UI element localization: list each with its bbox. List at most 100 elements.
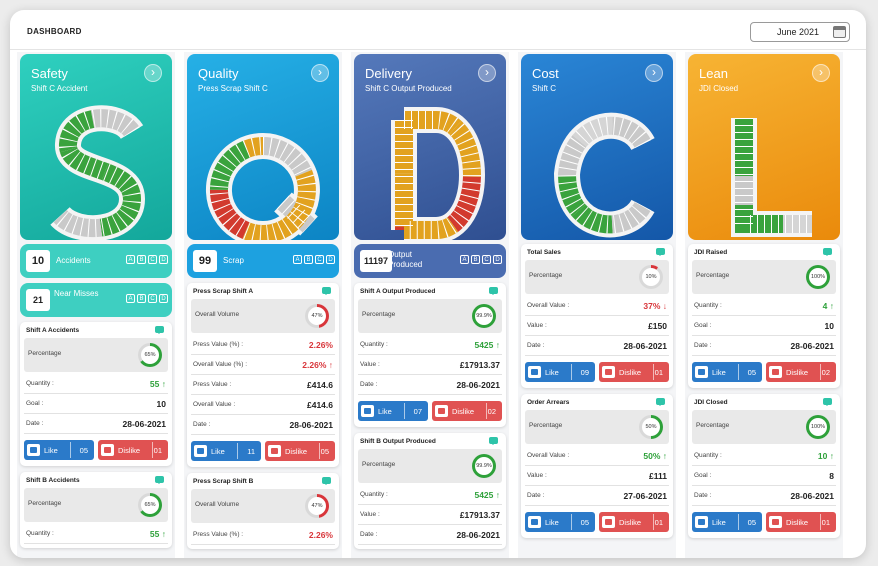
divider [486,403,487,419]
percentage-band: Overall Volume 47% [191,489,335,523]
delivery-open-arrow-icon[interactable]: › [478,64,496,82]
lean-hero-card[interactable]: Lean JDI Closed › [688,54,840,240]
shift-filter-d[interactable]: D [159,255,168,264]
comment-icon[interactable] [656,248,665,256]
kpi-value: 99 [193,250,217,272]
lean-open-arrow-icon[interactable]: › [812,64,830,82]
delivery-hero-card[interactable]: Delivery Shift C Output Produced › [354,54,506,240]
page-title: DASHBOARD [27,27,82,36]
metric-card: Shift A Accidents Percentage 65% Quantity :… [20,322,172,466]
month-picker[interactable]: June 2021 [750,22,850,42]
data-row: Date : 28-06-2021 [525,336,669,356]
dislike-button[interactable]: Dislike 05 [265,441,335,461]
row-label: Press Value (%) : [193,531,244,538]
like-count: 09 [580,368,589,377]
comment-icon[interactable] [823,248,832,256]
shift-filter-c[interactable]: C [148,255,157,264]
row-value: 2.26% [308,340,333,350]
column-quality: Quality Press Scrap Shift C › 99 Scrap A B C D Pr… [184,52,342,558]
comment-icon[interactable] [155,476,164,484]
like-button[interactable]: Like 05 [692,512,762,532]
data-row: Quantity : 10 ↑ [692,446,836,466]
cost-hero-card[interactable]: Cost Shift C › [521,54,673,240]
kpi-label: Near Misses [54,289,99,298]
row-label: Quantity : [694,302,722,309]
lean-title: Lean [699,66,728,81]
shift-filter-c[interactable]: C [315,255,324,264]
like-button[interactable]: Like 05 [525,512,595,532]
metric-card: Shift B Accidents Percentage 65% Quantity :… [20,472,172,548]
like-label: Like [545,368,559,377]
dislike-button[interactable]: Dislike 01 [766,512,836,532]
metric-card: Shift A Output Produced Percentage 99.9% Qu… [354,283,506,427]
metric-card: Shift B Output Produced Percentage 99.9% Qu… [354,433,506,549]
like-button[interactable]: Like 09 [525,362,595,382]
dislike-button[interactable]: Dislike 02 [432,401,502,421]
like-button[interactable]: Like 07 [358,401,428,421]
comment-icon[interactable] [322,477,331,485]
comment-icon[interactable] [489,437,498,445]
comment-icon[interactable] [489,287,498,295]
row-label: Quantity : [694,452,722,459]
dislike-button[interactable]: Dislike 01 [599,362,669,382]
safety-open-arrow-icon[interactable]: › [144,64,162,82]
dislike-label: Dislike [786,368,809,377]
row-label: Date : [360,531,378,538]
quality-kpi-tile[interactable]: 99 Scrap A B C D [187,244,339,278]
column-delivery: Delivery Shift C Output Produced › 11197 Out… [351,52,509,558]
like-button[interactable]: Like 05 [24,440,94,460]
calendar-icon[interactable] [833,26,846,38]
dislike-button[interactable]: Dislike 01 [98,440,168,460]
divider [820,364,821,380]
row-label: Date : [694,342,712,349]
safety-kpi-tile[interactable]: 10 Accidents A B C D [20,244,172,278]
progress-ring: 50% [639,415,663,439]
comment-icon[interactable] [823,398,832,406]
shift-filter-c[interactable]: C [482,255,491,264]
comment-icon[interactable] [322,287,331,295]
lean-letter-l-graphic [731,118,812,237]
like-label: Like [712,368,726,377]
shift-filter-b[interactable]: B [137,294,146,303]
safety-kpi-tile[interactable]: 21 Near Misses A B C D [20,283,172,317]
like-label: Like [545,518,559,527]
shift-filter-a[interactable]: A [126,294,135,303]
dislike-button[interactable]: Dislike 01 [599,512,669,532]
quality-hero-card[interactable]: Quality Press Scrap Shift C › [187,54,339,240]
safety-hero-card[interactable]: Safety Shift C Accident › [20,54,172,240]
kpi-label: Scrap [223,256,244,265]
shift-filter-a[interactable]: A [460,255,469,264]
comment-icon[interactable] [656,398,665,406]
like-button[interactable]: Like 11 [191,441,261,461]
row-value: 28-06-2021 [456,530,500,540]
safety-subtitle: Shift C Accident [31,84,88,93]
row-label: Value : [527,472,547,479]
data-row: Date : 28-06-2021 [358,375,502,395]
shift-filter-a[interactable]: A [293,255,302,264]
comment-icon[interactable] [155,326,164,334]
percentage-band: Percentage 100% [692,260,836,294]
dislike-label: Dislike [619,518,642,527]
shift-filter-a[interactable]: A [126,255,135,264]
row-label: Date : [360,381,378,388]
percentage-band: Percentage 10% [525,260,669,294]
data-row: Quantity : 55 ↑ [24,374,168,394]
shift-filter-d[interactable]: D [326,255,335,264]
delivery-kpi-tile[interactable]: 11197 Output Produced A B C D [354,244,506,278]
shift-filter-b[interactable]: B [471,255,480,264]
quality-open-arrow-icon[interactable]: › [311,64,329,82]
thumbs-up-icon [695,516,708,528]
dislike-button[interactable]: Dislike 02 [766,362,836,382]
shift-filter-d[interactable]: D [159,294,168,303]
shift-filter-c[interactable]: C [148,294,157,303]
like-button[interactable]: Like 05 [692,362,762,382]
feedback-buttons: Like 11 Dislike 05 [191,441,335,461]
data-row: Overall Value : 50% ↑ [525,446,669,466]
shift-filter-d[interactable]: D [493,255,502,264]
metric-card: Press Scrap Shift A Overall Volume 47% Pres… [187,283,339,467]
cost-open-arrow-icon[interactable]: › [645,64,663,82]
shift-filter-b[interactable]: B [304,255,313,264]
percentage-label: Percentage [362,461,396,468]
shift-filter-b[interactable]: B [137,255,146,264]
